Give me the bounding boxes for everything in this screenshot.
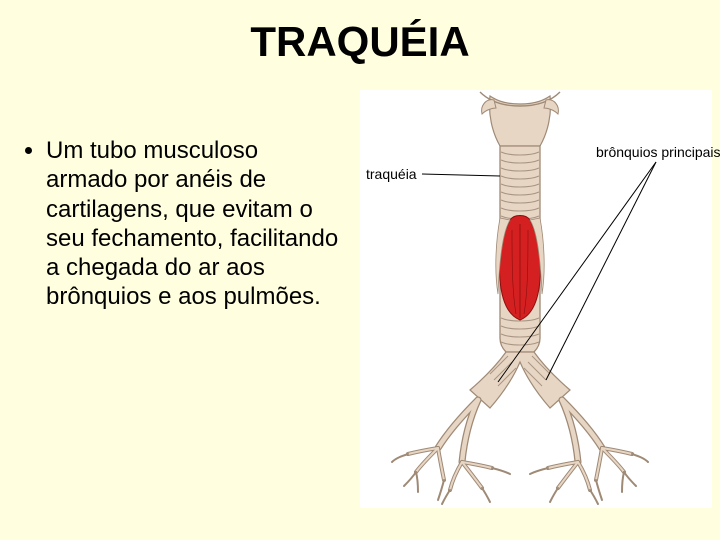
figure-label-traqueia: traquéia xyxy=(366,166,417,182)
anatomy-figure: traquéia brônquios principais xyxy=(360,90,712,508)
body-text: Um tubo musculoso armado por anéis de ca… xyxy=(24,136,344,312)
bullet-item: Um tubo musculoso armado por anéis de ca… xyxy=(46,136,344,312)
figure-label-bronquios: brônquios principais xyxy=(596,144,720,160)
page-title: TRAQUÉIA xyxy=(0,18,720,66)
